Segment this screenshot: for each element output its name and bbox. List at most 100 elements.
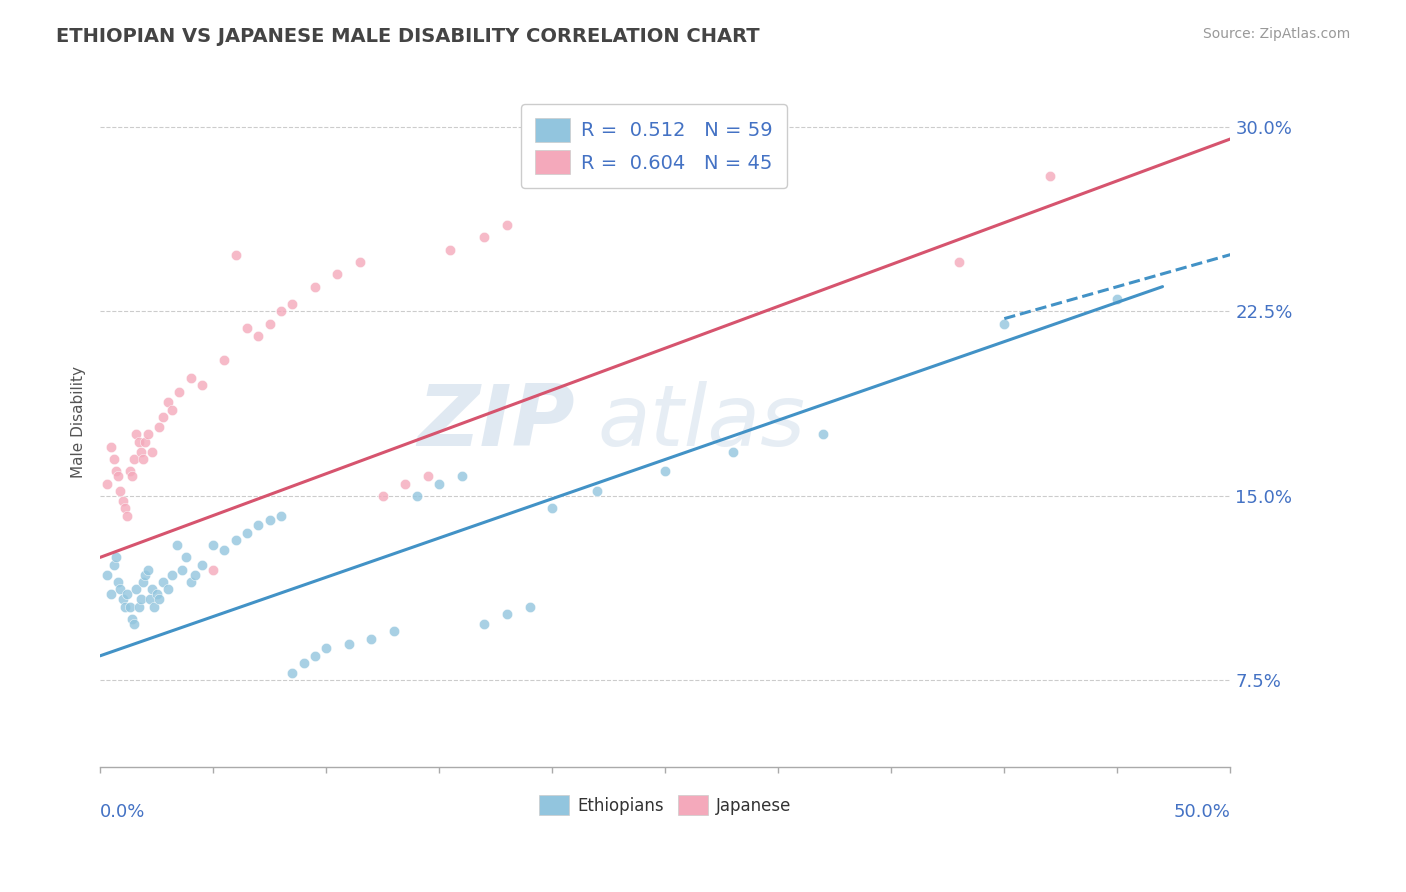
Y-axis label: Male Disability: Male Disability bbox=[72, 366, 86, 478]
Point bbox=[134, 567, 156, 582]
Point bbox=[304, 648, 326, 663]
Point bbox=[125, 427, 148, 442]
Point bbox=[148, 592, 170, 607]
Point bbox=[132, 451, 155, 466]
Point bbox=[180, 370, 202, 384]
Point bbox=[326, 268, 349, 282]
Point bbox=[202, 563, 225, 577]
Point bbox=[191, 558, 214, 572]
Point bbox=[107, 574, 129, 589]
Point bbox=[104, 550, 127, 565]
Point bbox=[315, 641, 337, 656]
Point bbox=[148, 420, 170, 434]
Point bbox=[236, 321, 259, 335]
Point bbox=[360, 632, 382, 646]
Point bbox=[132, 574, 155, 589]
Point bbox=[156, 582, 179, 597]
Point bbox=[474, 616, 496, 631]
Point bbox=[270, 508, 292, 523]
Point bbox=[416, 469, 439, 483]
Point bbox=[541, 501, 564, 516]
Point bbox=[156, 395, 179, 409]
Point bbox=[586, 483, 609, 498]
Point bbox=[139, 592, 162, 607]
Point bbox=[174, 550, 197, 565]
Point bbox=[166, 538, 188, 552]
Point bbox=[1038, 169, 1060, 183]
Point bbox=[121, 612, 143, 626]
Point bbox=[654, 464, 676, 478]
Point bbox=[103, 451, 125, 466]
Point bbox=[1107, 292, 1129, 306]
Point bbox=[114, 599, 136, 614]
Point bbox=[349, 255, 371, 269]
Point bbox=[993, 317, 1015, 331]
Point bbox=[496, 607, 519, 621]
Point bbox=[122, 451, 145, 466]
Point bbox=[259, 513, 281, 527]
Point bbox=[107, 469, 129, 483]
Point bbox=[371, 489, 394, 503]
Point bbox=[225, 247, 247, 261]
Point bbox=[450, 469, 472, 483]
Point bbox=[180, 574, 202, 589]
Point bbox=[474, 230, 496, 244]
Point bbox=[117, 508, 139, 523]
Point bbox=[496, 218, 519, 232]
Point bbox=[427, 476, 450, 491]
Point bbox=[394, 476, 416, 491]
Point bbox=[270, 304, 292, 318]
Point bbox=[236, 525, 259, 540]
Point bbox=[304, 279, 326, 293]
Point bbox=[145, 587, 167, 601]
Text: atlas: atlas bbox=[598, 381, 806, 464]
Point bbox=[162, 402, 184, 417]
Text: 0.0%: 0.0% bbox=[100, 804, 145, 822]
Point bbox=[813, 427, 835, 442]
Text: 50.0%: 50.0% bbox=[1174, 804, 1230, 822]
Point bbox=[382, 624, 405, 639]
Point bbox=[136, 427, 159, 442]
Point bbox=[152, 410, 174, 425]
Point bbox=[191, 378, 214, 392]
Point bbox=[247, 329, 270, 343]
Point bbox=[111, 592, 134, 607]
Point bbox=[100, 587, 122, 601]
Text: Source: ZipAtlas.com: Source: ZipAtlas.com bbox=[1202, 27, 1350, 41]
Point bbox=[184, 567, 207, 582]
Point bbox=[519, 599, 541, 614]
Point bbox=[721, 444, 744, 458]
Point bbox=[110, 582, 132, 597]
Point bbox=[103, 558, 125, 572]
Text: ZIP: ZIP bbox=[418, 381, 575, 464]
Point bbox=[104, 464, 127, 478]
Point bbox=[110, 483, 132, 498]
Point bbox=[281, 666, 304, 681]
Point bbox=[292, 656, 315, 670]
Point bbox=[170, 563, 193, 577]
Point bbox=[167, 385, 190, 400]
Point bbox=[129, 444, 152, 458]
Point bbox=[214, 543, 236, 558]
Point bbox=[214, 353, 236, 368]
Point bbox=[128, 434, 150, 449]
Text: ETHIOPIAN VS JAPANESE MALE DISABILITY CORRELATION CHART: ETHIOPIAN VS JAPANESE MALE DISABILITY CO… bbox=[56, 27, 759, 45]
Point bbox=[337, 636, 360, 650]
Point bbox=[202, 538, 225, 552]
Point bbox=[100, 440, 122, 454]
Point bbox=[439, 243, 461, 257]
Point bbox=[259, 317, 281, 331]
Point bbox=[152, 574, 174, 589]
Point bbox=[129, 592, 152, 607]
Point bbox=[405, 489, 427, 503]
Point bbox=[143, 599, 166, 614]
Legend: Ethiopians, Japanese: Ethiopians, Japanese bbox=[531, 787, 800, 823]
Point bbox=[141, 582, 163, 597]
Point bbox=[114, 501, 136, 516]
Point bbox=[125, 582, 148, 597]
Point bbox=[141, 444, 163, 458]
Point bbox=[96, 567, 118, 582]
Point bbox=[136, 563, 159, 577]
Point bbox=[122, 616, 145, 631]
Point bbox=[111, 493, 134, 508]
